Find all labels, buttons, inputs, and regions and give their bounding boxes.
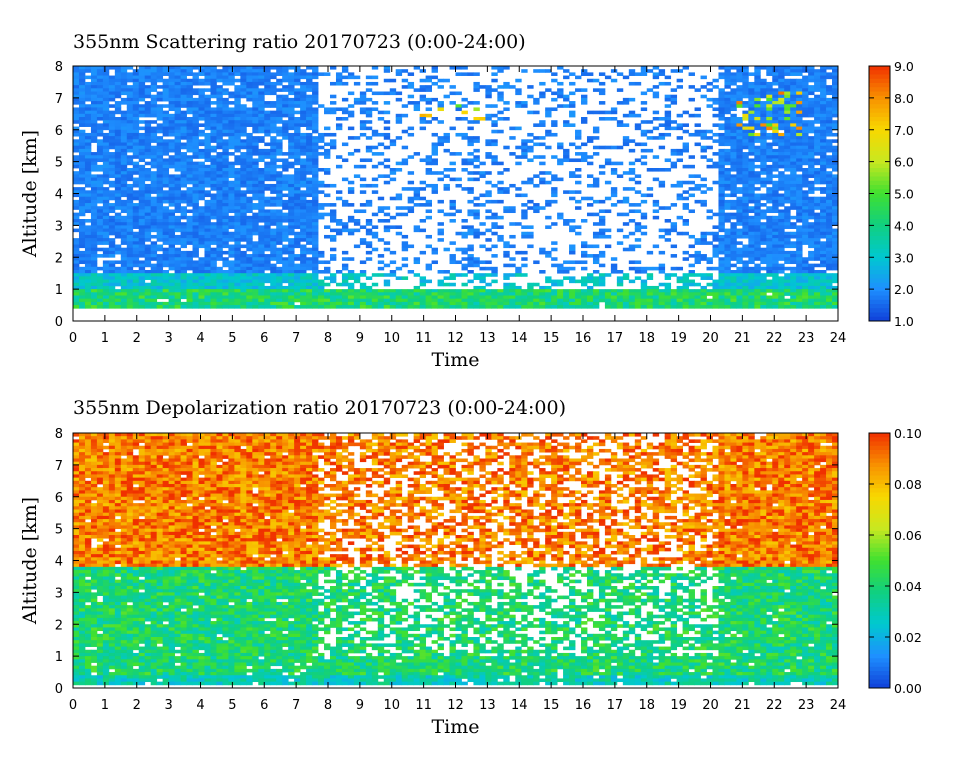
y-tick-label: 3 [55,219,63,234]
colorbar-tick-label: 8.0 [894,91,914,106]
y-axis-label: Altitude [km] [19,497,41,625]
x-tick-label: 4 [196,331,204,346]
x-tick-label: 20 [702,331,719,346]
x-tick-label: 13 [479,331,496,346]
y-tick-label: 0 [55,315,63,330]
colorbar-tick-label: 0.06 [894,528,922,543]
x-tick-label: 2 [133,331,141,346]
x-tick-label: 8 [324,698,332,713]
x-tick-label: 22 [766,331,783,346]
x-tick-label: 24 [830,698,847,713]
colorbar: 1.0 2.0 3.0 4.0 5.0 6.0 7.0 8.0 9.0 [868,59,914,329]
x-tick-label: 14 [511,331,528,346]
y-tick-label: 5 [55,523,63,538]
chart-title: 355nm Scattering ratio 20170723 (0:00-24… [73,31,526,53]
x-tick-label: 10 [383,331,400,346]
x-tick-label: 11 [415,698,432,713]
x-tick-label: 12 [447,698,464,713]
x-tick-label: 4 [196,698,204,713]
x-tick-label: 15 [543,698,560,713]
heatmap-field [73,433,839,686]
x-tick-label: 12 [447,331,464,346]
depolarization-ratio-panel: 355nm Depolarization ratio 20170723 (0:0… [19,397,922,738]
x-tick-label: 6 [260,331,268,346]
colorbar-tick-label: 0.00 [894,681,922,696]
colorbar-tick-label: 4.0 [894,218,914,233]
x-tick-label: 20 [702,698,719,713]
y-tick-label: 8 [55,427,63,442]
colorbar-tick-label: 0.08 [894,477,922,492]
colorbar-tick-label: 0.10 [894,426,922,441]
x-tick-label: 0 [69,698,77,713]
x-tick-label: 6 [260,698,268,713]
x-tick-label: 17 [607,331,624,346]
colorbar: 0.00 0.02 0.04 0.06 0.08 0.10 [868,426,922,696]
y-tick-label: 0 [55,682,63,697]
x-tick-label: 17 [607,698,624,713]
x-tick-label: 11 [415,331,432,346]
x-tick-label: 9 [356,698,364,713]
x-tick-label: 9 [356,331,364,346]
colorbar-tick-label: 0.04 [894,579,922,594]
y-tick-label: 7 [55,459,63,474]
y-tick-label: 6 [55,124,63,139]
x-tick-label: 18 [638,698,655,713]
y-tick-label: 5 [55,156,63,171]
y-tick-label: 4 [55,188,63,203]
y-tick-label: 8 [55,60,63,75]
colorbar-tick-label: 9.0 [894,59,914,74]
x-tick-label: 3 [164,331,172,346]
y-tick-label: 1 [55,650,63,665]
x-tick-label: 23 [798,331,815,346]
y-axis-label: Altitude [km] [19,130,41,258]
x-tick-label: 21 [734,698,751,713]
x-tick-label: 5 [228,331,236,346]
colorbar-tick-label: 7.0 [894,123,914,138]
x-tick-label: 21 [734,331,751,346]
x-tick-label: 10 [383,698,400,713]
x-tick-label: 16 [575,331,592,346]
x-axis-label: Time [431,716,479,738]
y-tick-label: 3 [55,586,63,601]
colorbar-tick-label: 1.0 [894,314,914,329]
colorbar-tick-label: 5.0 [894,187,914,202]
scattering-ratio-panel: 355nm Scattering ratio 20170723 (0:00-24… [19,31,914,371]
x-tick-label: 19 [670,698,687,713]
x-tick-label: 7 [292,698,300,713]
x-tick-label: 5 [228,698,236,713]
x-tick-label: 15 [543,331,560,346]
x-tick-label: 16 [575,698,592,713]
x-tick-label: 19 [670,331,687,346]
colorbar-tick-label: 3.0 [894,250,914,265]
y-tick-label: 1 [55,283,63,298]
x-tick-label: 1 [101,698,109,713]
x-tick-label: 0 [69,331,77,346]
colorbar-tick-label: 6.0 [894,155,914,170]
x-tick-label: 22 [766,698,783,713]
x-tick-label: 7 [292,331,300,346]
x-tick-label: 13 [479,698,496,713]
x-tick-label: 14 [511,698,528,713]
x-tick-label: 1 [101,331,109,346]
y-tick-label: 2 [55,618,63,633]
chart-title: 355nm Depolarization ratio 20170723 (0:0… [73,397,566,419]
y-tick-label: 4 [55,555,63,570]
colorbar-tick-label: 0.02 [894,630,922,645]
x-tick-label: 24 [830,331,847,346]
x-tick-label: 3 [164,698,172,713]
heatmap-field [73,66,839,309]
x-tick-label: 2 [133,698,141,713]
y-tick-label: 6 [55,491,63,506]
x-tick-label: 23 [798,698,815,713]
x-tick-label: 18 [638,331,655,346]
x-axis-label: Time [431,349,479,371]
colorbar-tick-label: 2.0 [894,282,914,297]
y-tick-label: 7 [55,92,63,107]
x-tick-label: 8 [324,331,332,346]
y-tick-label: 2 [55,251,63,266]
